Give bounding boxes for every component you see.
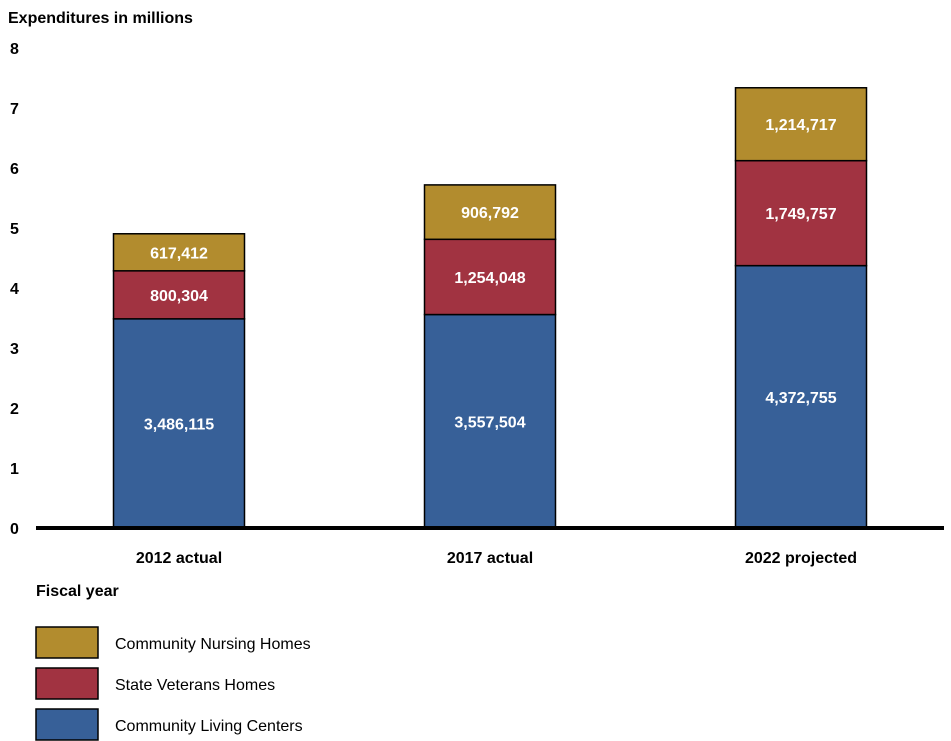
bar-value-label: 3,486,115 <box>144 416 214 433</box>
bar-value-label: 1,214,717 <box>765 117 836 134</box>
y-tick-label: 4 <box>10 281 19 298</box>
x-axis-title: Fiscal year <box>36 583 119 600</box>
bar-value-label: 1,254,048 <box>454 270 525 287</box>
x-category-label: 2012 actual <box>136 550 222 567</box>
y-tick-label: 5 <box>10 221 19 238</box>
bar-value-label: 3,557,504 <box>454 414 525 431</box>
bar-segment <box>734 87 868 162</box>
bar-segment <box>112 270 246 320</box>
y-tick-label: 3 <box>10 341 19 358</box>
x-category-label: 2017 actual <box>447 550 533 567</box>
legend-label: State Veterans Homes <box>115 677 275 694</box>
bar-value-label: 800,304 <box>150 288 208 305</box>
bars: 3,486,115 800,304 617,412 3,557,504 1,254,04… <box>112 87 868 529</box>
y-tick-label: 0 <box>10 521 19 538</box>
legend-label: Community Nursing Homes <box>115 636 311 653</box>
bar-segment <box>112 233 246 272</box>
x-axis-categories: 2012 actual 2017 actual 2022 projected <box>136 550 857 567</box>
legend-swatch <box>35 708 99 741</box>
legend: Community Nursing Homes State Veterans Ho… <box>35 626 311 741</box>
bar-segment <box>423 184 557 241</box>
y-tick-label: 8 <box>10 41 19 58</box>
y-tick-label: 1 <box>10 461 19 478</box>
y-axis-title: Expenditures in millions <box>8 10 193 27</box>
legend-label: Community Living Centers <box>115 718 303 735</box>
legend-swatch <box>35 626 99 659</box>
bar-value-label: 617,412 <box>150 245 208 262</box>
bar-value-label: 1,749,757 <box>765 206 836 223</box>
y-tick-label: 7 <box>10 101 19 118</box>
bar-segment <box>734 159 868 267</box>
bar-value-label: 4,372,755 <box>765 390 836 407</box>
bar-segment <box>423 313 557 529</box>
x-category-label: 2022 projected <box>745 550 857 567</box>
y-tick-label: 6 <box>10 161 19 178</box>
bar-value-label: 906,792 <box>461 205 519 222</box>
y-axis-ticks: 0 1 2 3 4 5 6 7 8 <box>10 41 19 538</box>
bar-segment <box>423 238 557 316</box>
y-tick-label: 2 <box>10 401 19 418</box>
bar-segment <box>112 318 246 529</box>
legend-swatch <box>35 667 99 700</box>
